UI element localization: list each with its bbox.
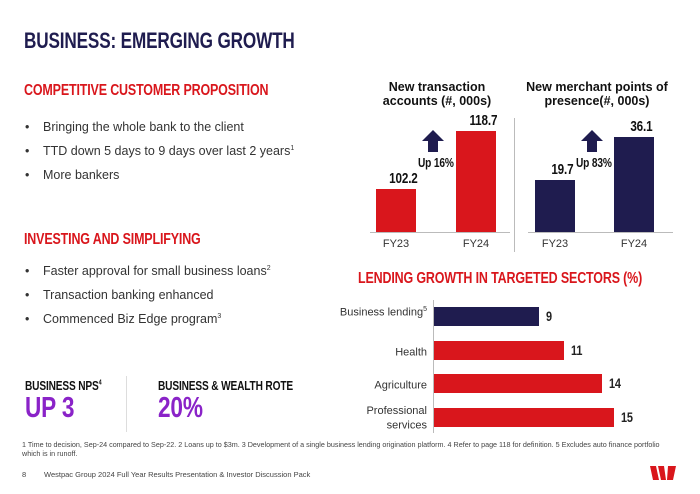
chart3-category-text: Agriculture — [374, 380, 427, 393]
kpi-divider — [126, 376, 127, 432]
chart3-category-text: Professional services — [366, 405, 427, 432]
chart3-category-label: Business lending5 — [337, 304, 427, 319]
bullet-text-main: More bankers — [43, 168, 120, 182]
kpi-rote-label: BUSINESS & WEALTH ROTE — [158, 378, 293, 393]
chart1-axis — [370, 232, 510, 233]
bullet-text: More bankers — [43, 168, 119, 182]
chart3-bar — [434, 340, 564, 360]
westpac-logo — [650, 466, 676, 480]
footnote-ref: 5 — [423, 306, 427, 313]
chart2-title: New merchant points of presence(#, 000s) — [526, 80, 668, 108]
bullet-item: • TTD down 5 days to 9 days over last 2 y… — [25, 144, 345, 160]
chart3-value-label: 15 — [621, 409, 633, 426]
footer-text: Westpac Group 2024 Full Year Results Pre… — [44, 470, 311, 479]
chart1-growth-annotation: Up 16% — [418, 155, 454, 170]
chart1-value-label: 102.2 — [389, 170, 418, 188]
chart3-category-label: Agriculture — [337, 377, 427, 392]
chart2-growth-annotation: Up 83% — [576, 155, 612, 170]
bullet-item: • Commenced Biz Edge program3 — [25, 312, 345, 328]
footnote-ref: 3 — [217, 312, 222, 320]
bullet-dot: • — [25, 312, 30, 326]
chart3-value-label: 9 — [546, 308, 552, 324]
page-title: BUSINESS: EMERGING GROWTH — [24, 28, 295, 53]
chart2-value-label: 36.1 — [630, 118, 653, 136]
bullet-text-main: Transaction banking enhanced — [43, 288, 214, 302]
bullet-dot: • — [25, 168, 30, 182]
bullet-dot: • — [25, 288, 30, 302]
kpi-nps-value: UP 3 — [25, 392, 75, 424]
bullet-text-main: Faster approval for small business loans — [43, 264, 267, 278]
bullet-item: • Faster approval for small business loan… — [25, 264, 345, 280]
chart3-bar — [434, 307, 539, 326]
chart3-category-label: Health — [337, 344, 427, 359]
section-heading-competitive: COMPETITIVE CUSTOMER PROPOSITION — [24, 82, 269, 99]
page-number: 8 — [22, 470, 27, 479]
bullet-text: Commenced Biz Edge program3 — [43, 312, 221, 326]
footnote-ref: 2 — [266, 264, 271, 272]
chart3-axis — [433, 300, 434, 433]
bullet-text-main: Commenced Biz Edge program — [43, 312, 218, 326]
bullet-text: TTD down 5 days to 9 days over last 2 ye… — [43, 144, 294, 158]
bullet-item: • Bringing the whole bank to the client — [25, 120, 345, 136]
bullet-dot: • — [25, 264, 30, 278]
footnote: 1 Time to decision, Sep-24 compared to S… — [22, 440, 660, 458]
section-heading-investing: INVESTING AND SIMPLIFYING — [24, 231, 201, 248]
chart1-x-label: FY23 — [382, 238, 410, 250]
chart1-x-label: FY24 — [462, 238, 490, 250]
chart2-bar-fy24 — [614, 137, 654, 232]
chart1-title: New transaction accounts (#, 000s) — [382, 80, 492, 108]
chart3-value-label: 11 — [571, 341, 583, 358]
kpi-nps-label: BUSINESS NPS4 — [25, 378, 102, 393]
up-arrow-icon — [422, 130, 444, 152]
chart3-bar — [434, 374, 602, 394]
chart3-title: LENDING GROWTH IN TARGETED SECTORS (%) — [358, 270, 643, 287]
kpi-rote-value: 20% — [158, 392, 203, 424]
chart3-value-label: 14 — [608, 375, 621, 392]
bullet-item: • More bankers — [25, 168, 345, 184]
bullet-text-main: Bringing the whole bank to the client — [43, 120, 244, 134]
chart1-bar-fy24 — [456, 131, 496, 232]
bullet-text: Faster approval for small business loans… — [43, 264, 271, 278]
chart2-axis — [528, 232, 673, 233]
chart3-category-text: Business lending — [339, 306, 424, 319]
chart2-bar-fy23 — [535, 180, 575, 232]
chart-divider — [514, 118, 515, 252]
chart3-category-label: Professional services — [337, 405, 427, 432]
chart3-category-text: Health — [395, 346, 427, 359]
chart2-x-label: FY23 — [541, 238, 569, 250]
footnote-ref: 1 — [290, 144, 295, 152]
bullet-text: Bringing the whole bank to the client — [43, 120, 244, 134]
chart1-bar-fy23 — [376, 189, 416, 232]
chart2-value-label: 19.7 — [551, 161, 574, 179]
bullet-item: • Transaction banking enhanced — [25, 288, 345, 304]
bullet-dot: • — [25, 120, 30, 134]
chart1-value-label: 118.7 — [469, 112, 498, 130]
chart3-bar — [434, 408, 614, 428]
chart2-x-label: FY24 — [620, 238, 648, 250]
up-arrow-icon — [581, 130, 603, 152]
bullet-text: Transaction banking enhanced — [43, 288, 214, 302]
bullet-text-main: TTD down 5 days to 9 days over last 2 ye… — [43, 144, 291, 158]
bullet-dot: • — [25, 144, 30, 158]
